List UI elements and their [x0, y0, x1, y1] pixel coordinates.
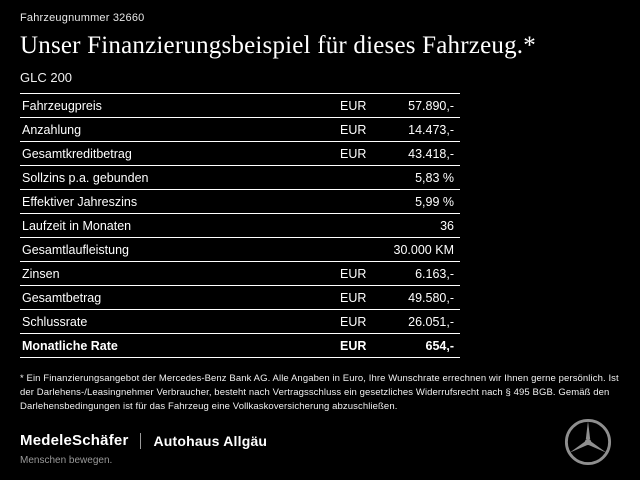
- row-label: Anzahlung: [22, 122, 82, 137]
- dealer-name-primary: MedeleSchäfer: [20, 432, 129, 449]
- row-label: Sollzins p.a. gebunden: [22, 170, 149, 185]
- table-row: Gesamtkreditbetrag EUR 43.418,-: [20, 141, 460, 165]
- footer-divider: [140, 432, 142, 449]
- row-currency: EUR: [340, 314, 367, 329]
- row-value: 654,-: [425, 338, 455, 353]
- table-row: Laufzeit in Monaten 36: [20, 213, 460, 237]
- table-row: Zinsen EUR 6.163,-: [20, 261, 460, 285]
- row-label: Gesamtlaufleistung: [22, 242, 130, 257]
- table-row: Effektiver Jahreszins 5,99 %: [20, 189, 460, 213]
- page-title: Unser Finanzierungsbeispiel für dieses F…: [20, 32, 536, 59]
- row-value: 26.051,-: [408, 314, 454, 329]
- dealer-name-secondary: Autohaus Allgäu: [153, 432, 268, 449]
- row-label: Monatliche Rate: [22, 338, 118, 353]
- table-row: Gesamtbetrag EUR 49.580,-: [20, 285, 460, 309]
- mercedes-star-icon: [564, 418, 612, 466]
- table-row: Anzahlung EUR 14.473,-: [20, 117, 460, 141]
- row-label: Gesamtbetrag: [22, 290, 102, 305]
- table-row: Sollzins p.a. gebunden 5,83 %: [20, 165, 460, 189]
- row-label: Effektiver Jahreszins: [22, 194, 138, 209]
- table-row-monthly-rate: Monatliche Rate EUR 654,-: [20, 333, 460, 357]
- row-value: 49.580,-: [408, 290, 454, 305]
- finance-table: Fahrzeugpreis EUR 57.890,- Anzahlung EUR…: [20, 93, 460, 358]
- row-label: Fahrzeugpreis: [22, 98, 102, 113]
- row-value: 5,83 %: [415, 170, 454, 185]
- row-currency: EUR: [340, 98, 367, 113]
- table-row: Gesamtlaufleistung 30.000 KM: [20, 237, 460, 261]
- vehicle-number: Fahrzeugnummer 32660: [20, 12, 145, 24]
- row-value: 14.473,-: [408, 122, 454, 137]
- table-row: Schlussrate EUR 26.051,-: [20, 309, 460, 333]
- dealer-slogan: Menschen bewegen.: [20, 455, 113, 466]
- row-value: 36: [440, 218, 454, 233]
- row-label: Zinsen: [22, 266, 60, 281]
- dealer-block: MedeleSchäfer Autohaus Allgäu Menschen b…: [20, 432, 267, 466]
- legal-footnote: * Ein Finanzierungsangebot der Mercedes-…: [20, 373, 619, 412]
- row-value: 5,99 %: [415, 194, 454, 209]
- footer: MedeleSchäfer Autohaus Allgäu Menschen b…: [20, 418, 620, 466]
- row-label: Laufzeit in Monaten: [22, 218, 132, 233]
- vehicle-model: GLC 200: [20, 70, 73, 85]
- table-row: Fahrzeugpreis EUR 57.890,-: [20, 93, 460, 117]
- row-currency: EUR: [340, 290, 367, 305]
- row-currency: EUR: [340, 122, 367, 137]
- row-currency: EUR: [340, 338, 367, 353]
- row-currency: EUR: [340, 266, 367, 281]
- row-label: Gesamtkreditbetrag: [22, 146, 132, 161]
- row-currency: EUR: [340, 146, 367, 161]
- row-value: 57.890,-: [408, 98, 454, 113]
- row-value: 43.418,-: [408, 146, 454, 161]
- row-value: 30.000 KM: [393, 242, 454, 257]
- row-label: Schlussrate: [22, 314, 88, 329]
- row-value: 6.163,-: [415, 266, 454, 281]
